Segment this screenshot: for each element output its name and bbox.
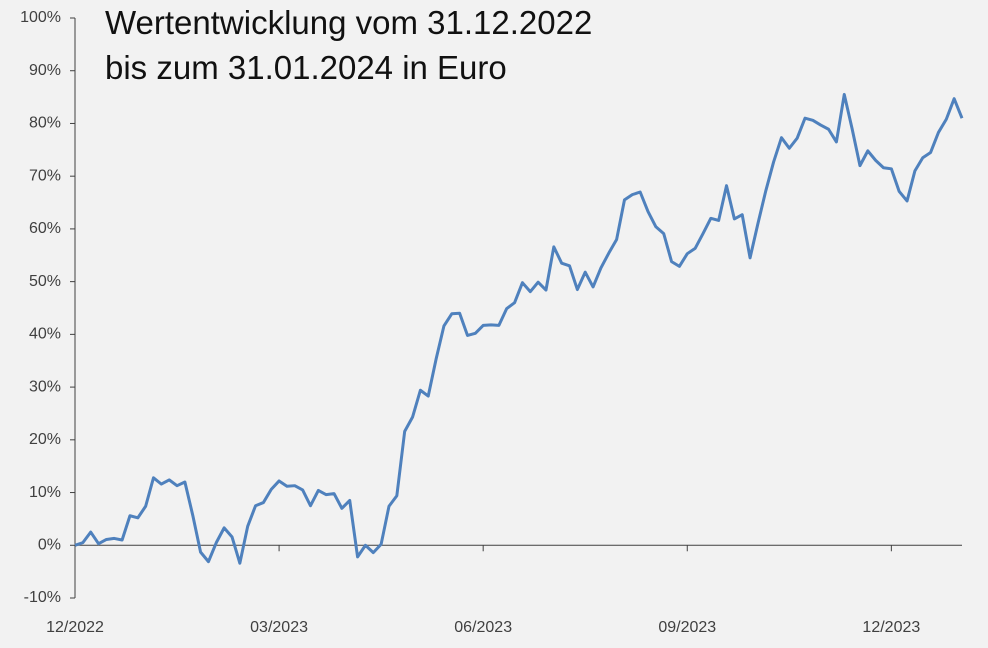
y-tick-label: 30% — [29, 378, 61, 395]
y-tick-label: 70% — [29, 167, 61, 184]
line-series — [74, 92, 964, 565]
y-tick-label: 0% — [38, 536, 61, 553]
x-tick-label: 09/2023 — [658, 619, 716, 636]
y-tick-label: 90% — [29, 62, 61, 79]
y-tick-label: -10% — [24, 589, 61, 606]
x-tick-label: 03/2023 — [250, 619, 308, 636]
y-tick-label: 10% — [29, 484, 61, 501]
y-tick-label: 50% — [29, 273, 61, 290]
y-tick-label: 20% — [29, 431, 61, 448]
y-tick-label: 60% — [29, 220, 61, 237]
y-tick-label: 80% — [29, 115, 61, 132]
y-tick-label: 40% — [29, 326, 61, 343]
chart-title: bis zum 31.01.2024 in Euro — [105, 49, 507, 86]
x-tick-label: 06/2023 — [454, 619, 512, 636]
x-tick-label: 12/2023 — [862, 619, 920, 636]
chart-title: Wertentwicklung vom 31.12.2022 — [105, 4, 592, 41]
x-tick-label: 12/2022 — [46, 619, 104, 636]
y-tick-label: 100% — [20, 9, 61, 26]
